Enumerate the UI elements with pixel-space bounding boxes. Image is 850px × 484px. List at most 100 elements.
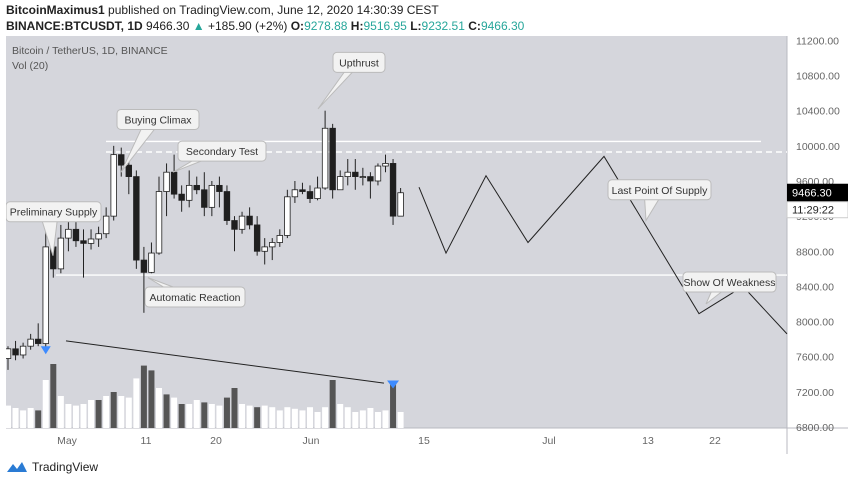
- candle-body: [80, 240, 87, 244]
- callout-box: [144, 286, 246, 308]
- volume-bar: [72, 405, 79, 428]
- annotation-callout: Preliminary Supply: [6, 201, 102, 256]
- volume-bar: [42, 380, 49, 428]
- price-tick-label: 11200.00: [796, 36, 839, 47]
- volume-bar: [208, 404, 215, 428]
- callout-text: Preliminary Supply: [10, 207, 98, 219]
- volume-bars: [6, 364, 404, 428]
- low-value: 9232.51: [421, 19, 465, 33]
- time-tick-label: May: [57, 435, 78, 447]
- candle-body: [102, 215, 110, 235]
- volume-bar: [382, 410, 389, 428]
- candle-body: [276, 235, 283, 243]
- callout-text: Buying Climax: [124, 114, 192, 126]
- volume-bar: [329, 380, 336, 428]
- annotation-callout: Secondary Test: [172, 140, 267, 173]
- candle-body: [329, 127, 336, 191]
- candle-body: [125, 164, 132, 177]
- ticker-change: +185.90 (+2%): [207, 19, 288, 33]
- time-tick-label: 22: [709, 435, 721, 447]
- high-value: 9516.95: [363, 19, 407, 33]
- candle-body: [57, 237, 65, 270]
- annotation-callout: Last Point Of Supply: [607, 179, 712, 223]
- volume-bar: [118, 396, 125, 428]
- volume-bar: [223, 397, 230, 428]
- price-tick-label: 7200.00: [796, 387, 834, 399]
- candle-body: [306, 191, 314, 199]
- volume-bar: [80, 404, 87, 428]
- candle-body: [261, 246, 268, 252]
- volume-bar: [352, 412, 359, 428]
- price-tick-label: 7600.00: [796, 352, 834, 364]
- candle-body: [95, 233, 102, 240]
- volume-bar: [359, 410, 366, 428]
- volume-bar: [178, 404, 185, 428]
- time-tick-label: 15: [418, 435, 430, 447]
- volume-bar: [261, 405, 268, 428]
- volume-bar: [57, 396, 64, 428]
- volume-bar: [390, 384, 397, 428]
- ticker-symbol: BINANCE:BTCUSDT, 1D: [6, 19, 143, 33]
- candle-body: [118, 154, 125, 166]
- volume-bar: [201, 402, 208, 428]
- volume-bar: [50, 364, 57, 428]
- volume-bar: [239, 404, 246, 428]
- candle-body: [359, 176, 367, 178]
- candle-body: [246, 215, 253, 226]
- volume-bar: [133, 378, 140, 428]
- author-name[interactable]: BitcoinMaximus1: [6, 3, 105, 17]
- candle-body: [12, 348, 19, 356]
- time-tick-label: Jun: [303, 435, 320, 447]
- open-label: O:: [290, 19, 305, 33]
- volume-bar: [65, 404, 72, 428]
- candle-body: [72, 228, 80, 242]
- last-price-tag: 9466.30 11:29:22: [786, 183, 848, 219]
- volume-bar: [322, 407, 329, 428]
- volume-bar: [186, 404, 193, 428]
- candle-body: [193, 184, 200, 191]
- annotation-callout: Upthrust: [317, 51, 386, 110]
- volume-bar: [254, 407, 261, 428]
- high-label: H:: [350, 19, 364, 33]
- change-arrow-icon: ▲: [192, 19, 205, 33]
- volume-bar: [284, 407, 291, 428]
- price-tick-label: 8000.00: [796, 317, 834, 329]
- candle-body: [163, 171, 170, 192]
- candlesticks: [6, 110, 404, 370]
- open-value: 9278.88: [304, 19, 348, 33]
- publish-header: BitcoinMaximus1 published on TradingView…: [6, 3, 439, 17]
- callout-text: Automatic Reaction: [149, 292, 240, 304]
- tradingview-brand[interactable]: TradingView: [6, 460, 98, 474]
- volume-bar: [95, 400, 102, 428]
- tradingview-logo-icon: [7, 462, 27, 472]
- candle-body: [170, 171, 178, 195]
- candle-body: [382, 163, 389, 167]
- volume-bar: [163, 394, 170, 428]
- price-chart[interactable]: 11200.0010800.0010400.0010000.009600.009…: [6, 36, 848, 454]
- volume-bar: [374, 412, 381, 428]
- volume-bar: [171, 397, 178, 428]
- candle-body: [352, 171, 359, 177]
- volume-bar: [193, 400, 200, 428]
- candle-body: [133, 176, 140, 261]
- candle-body: [19, 345, 27, 356]
- candle-body: [344, 171, 351, 177]
- candle-body: [27, 338, 34, 347]
- candle-body: [140, 259, 148, 273]
- candle-body: [223, 191, 231, 221]
- volume-bar: [35, 410, 42, 428]
- volume-bar: [307, 407, 313, 428]
- candle-body: [110, 154, 117, 217]
- volume-bar: [246, 405, 253, 428]
- time-axis: May 11 20 Jun 15 Jul 13 22: [57, 435, 721, 447]
- candle-body: [397, 192, 404, 217]
- brand-name: TradingView: [32, 460, 99, 474]
- candle-body: [231, 220, 238, 230]
- candle-body: [87, 238, 95, 244]
- volume-bar: [231, 388, 238, 428]
- ticker-last: 9466.30: [146, 19, 190, 33]
- volume-divergence-line: [65, 340, 385, 384]
- candle-body: [155, 191, 163, 254]
- candle-body: [321, 127, 329, 189]
- volume-bar: [269, 407, 276, 428]
